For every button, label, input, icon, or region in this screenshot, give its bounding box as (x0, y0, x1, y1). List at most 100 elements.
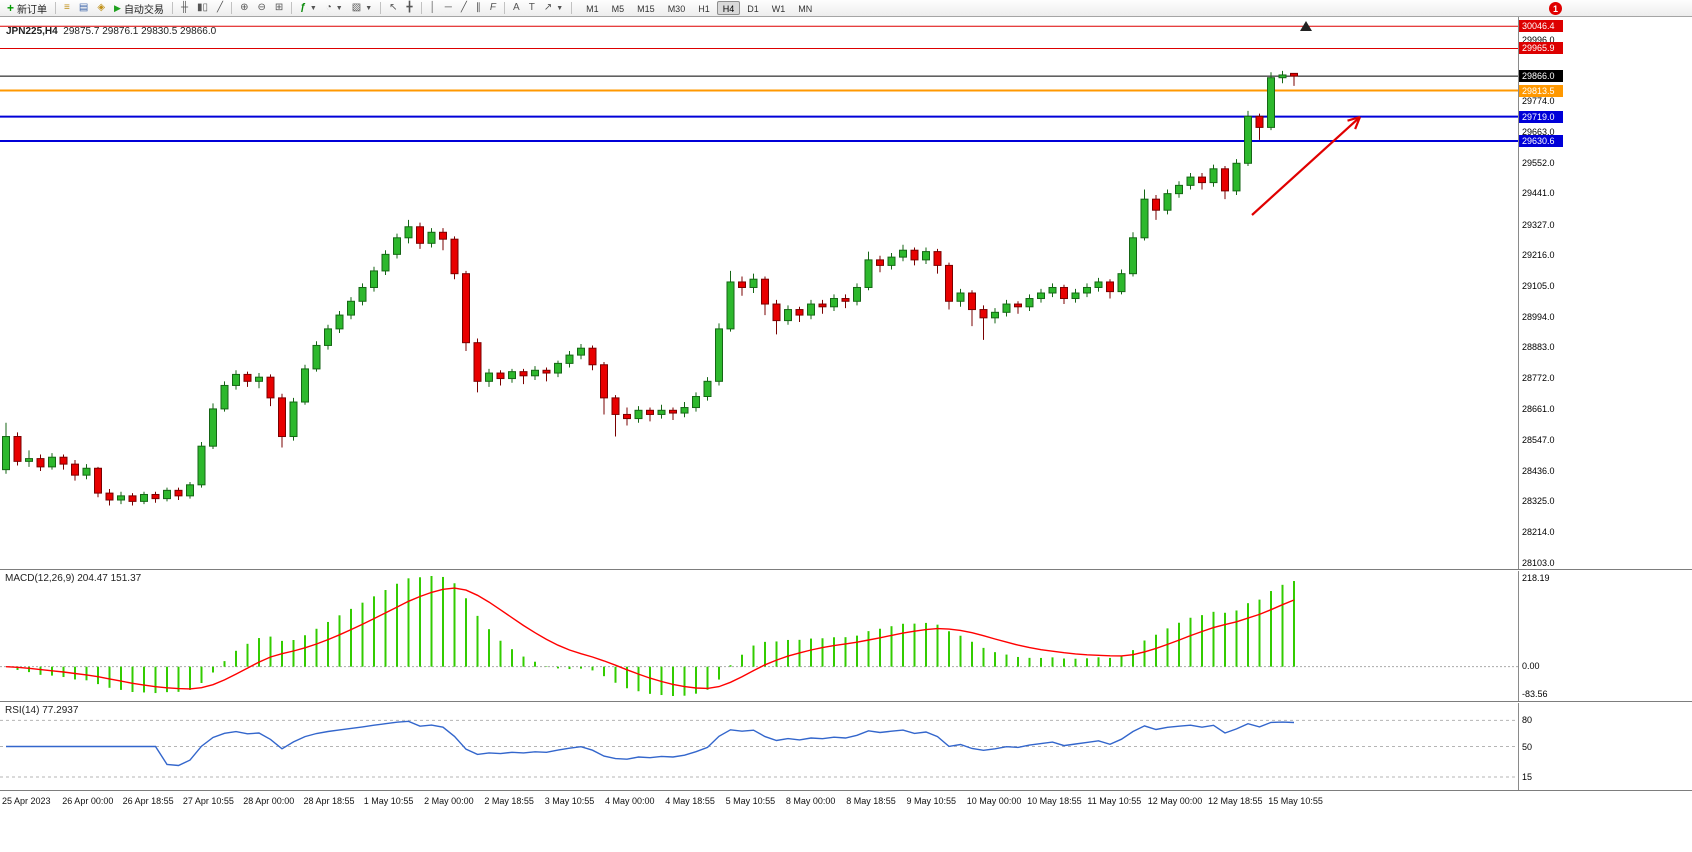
arrow-object-icon: ↗ (543, 2, 553, 13)
macd-label: MACD(12,26,9) 204.47 151.37 (5, 573, 142, 584)
zoom-out-button[interactable]: ⊖ (253, 1, 269, 16)
timeframe-button-d1[interactable]: D1 (747, 4, 759, 14)
toolbar-separator (171, 2, 173, 14)
panel-resize-handle[interactable] (0, 701, 1692, 703)
main-chart-row: JPN225,H4 29875.7 29876.1 29830.5 29866.… (0, 17, 1692, 569)
timeframe-button-h4[interactable]: H4 (716, 1, 741, 15)
data-window-icon: ▤ (78, 2, 89, 13)
chevron-down-icon: ▼ (309, 4, 317, 12)
channel-button[interactable]: ∥ (472, 1, 485, 16)
rsi-axis[interactable]: 80 50 15 (1518, 703, 1692, 790)
price-axis-label: 28994.0 (1522, 311, 1555, 322)
chevron-down-icon: ▼ (335, 4, 343, 12)
time-axis-label: 28 Apr 18:55 (303, 796, 355, 806)
new-order-button[interactable]: + 新订单 (3, 1, 51, 16)
macd-panel[interactable] (0, 571, 1518, 701)
timeframe-button-m5[interactable]: M5 (611, 4, 625, 14)
time-axis-label: 5 May 10:55 (725, 796, 776, 806)
zoom-in-button[interactable]: ⊕ (236, 1, 252, 16)
chevron-down-icon: ▼ (365, 4, 373, 12)
price-axis-label: 28547.0 (1522, 435, 1555, 446)
text-button[interactable]: A (509, 1, 524, 16)
bar-chart-button[interactable]: ╫ (177, 1, 192, 16)
price-axis-label: 29774.0 (1522, 96, 1555, 107)
vertical-line-button[interactable]: │ (426, 1, 440, 16)
price-badge: 29813.5 (1519, 84, 1563, 97)
rsi-level-label: 15 (1522, 771, 1533, 782)
indicators-icon: ƒ (300, 2, 306, 13)
toolbar-separator (504, 2, 506, 14)
market-watch-button[interactable]: ≡ (60, 1, 74, 16)
price-axis-label: 28214.0 (1522, 527, 1555, 538)
candles-series (2, 70, 1298, 506)
time-axis-label: 4 May 18:55 (665, 796, 715, 806)
horizontal-line-button[interactable]: ─ (441, 1, 456, 16)
autotrading-label: 自动交易 (123, 4, 164, 16)
horizontal-line-icon: ─ (444, 2, 452, 13)
price-axis-label: 28772.0 (1522, 373, 1555, 383)
toolbar-separator (571, 2, 573, 14)
text-label-icon: T (528, 2, 535, 13)
time-axis-label: 4 May 00:00 (605, 796, 655, 806)
toolbar-separator (420, 2, 422, 14)
time-axis-label: 1 May 10:55 (363, 796, 414, 806)
cursor-icon: ↖ (389, 2, 398, 13)
timeframe-button-m1[interactable]: M1 (586, 4, 599, 14)
notification-badge[interactable]: 1 (1549, 2, 1562, 15)
time-axis-label: 2 May 18:55 (484, 796, 534, 806)
fibonacci-button[interactable]: F (486, 1, 500, 16)
price-axis-label: 28103.0 (1522, 557, 1555, 568)
price-axis-label: 28325.0 (1522, 496, 1555, 507)
tile-windows-button[interactable]: ⊞ (271, 1, 287, 16)
macd-axis[interactable]: 218.19 0.00 -83.56 (1518, 571, 1692, 701)
symbol-timeframe-label: JPN225,H4 (6, 26, 58, 37)
cursor-button[interactable]: ↖ (385, 1, 401, 16)
autotrading-icon: ▶ (114, 2, 121, 13)
price-badge: 29965.9 (1519, 42, 1563, 55)
autotrading-button[interactable]: ▶ 自动交易 (110, 1, 168, 16)
templates-button[interactable]: ▧ ▼ (348, 1, 376, 16)
time-axis-label: 10 May 00:00 (966, 796, 1022, 806)
channel-icon: ∥ (475, 2, 481, 13)
navigator-button[interactable]: ◈ (93, 1, 109, 16)
timeframe-button-w1[interactable]: W1 (771, 4, 786, 14)
price-axis[interactable]: 29996.0 29774.0 29663.0 29552.0 29441.0 29327… (1518, 17, 1692, 569)
line-chart-button[interactable]: ╱ (213, 1, 227, 16)
price-axis-label: 29216.0 (1522, 250, 1555, 261)
crosshair-button[interactable]: ╋ (403, 1, 417, 16)
time-axis-label: 28 Apr 00:00 (243, 796, 295, 806)
fibonacci-icon: F (489, 2, 497, 13)
rsi-label: RSI(14) 77.2937 (5, 705, 79, 716)
time-axis-label: 8 May 18:55 (846, 796, 896, 806)
timeframe-group: M1 M5 M15 M30 H1 H4 D1 W1 MN (580, 1, 818, 15)
time-axis[interactable]: 25 Apr 2023 26 Apr 00:00 26 Apr 18:55 27 Ap… (0, 792, 1692, 812)
macd-row: MACD(12,26,9) 204.47 151.37 218.19 0.00 -8… (0, 571, 1692, 701)
panel-resize-handle[interactable] (0, 569, 1692, 571)
timeframe-button-h1[interactable]: H1 (698, 4, 710, 14)
timeframe-button-mn[interactable]: MN (798, 4, 813, 14)
candlestick-chart-button[interactable]: ▮▯ (193, 1, 212, 16)
chart-title: JPN225,H4 29875.7 29876.1 29830.5 29866.… (6, 26, 216, 37)
market-watch-icon: ≡ (64, 2, 70, 13)
vertical-line-icon: │ (429, 2, 436, 13)
arrows-button[interactable]: ↗ ▼ (540, 1, 567, 16)
panel-resize-handle[interactable] (0, 790, 1692, 792)
text-label-button[interactable]: T (525, 1, 539, 16)
chart-shift-marker[interactable] (1300, 21, 1312, 31)
timeframe-button-m15[interactable]: M15 (637, 4, 655, 14)
time-axis-label: 12 May 18:55 (1208, 796, 1263, 806)
trend-arrow[interactable] (1251, 115, 1362, 216)
data-window-button[interactable]: ▤ (75, 1, 92, 16)
price-axis-label: 28661.0 (1522, 403, 1555, 414)
rsi-panel[interactable] (0, 703, 1518, 790)
time-axis-label: 27 Apr 10:55 (182, 796, 234, 806)
main-chart[interactable] (0, 17, 1518, 569)
time-axis-label: 2 May 00:00 (424, 796, 474, 806)
timeframe-button-m30[interactable]: M30 (667, 4, 686, 14)
periods-button[interactable]: ◔ ▼ (322, 1, 347, 16)
indicators-button[interactable]: ƒ ▼ (296, 1, 321, 16)
zoom-in-icon: ⊕ (240, 2, 249, 13)
trendline-button[interactable]: ╱ (457, 1, 471, 16)
rsi-line (6, 720, 1295, 767)
macd-axis-label: 0.00 (1522, 660, 1540, 671)
